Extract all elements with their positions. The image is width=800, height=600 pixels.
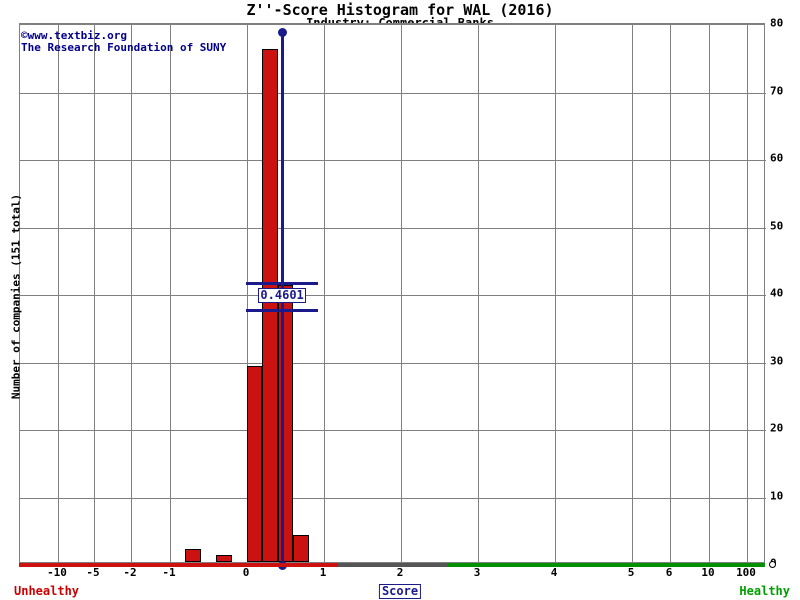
marker-dot-top bbox=[278, 27, 288, 37]
histogram-bar bbox=[277, 285, 294, 562]
y-axis-tick-label: 60 bbox=[770, 151, 784, 165]
x-axis-tick-label: 2 bbox=[396, 566, 404, 579]
score-axis-label: Score bbox=[378, 584, 422, 599]
histogram-bar bbox=[216, 555, 232, 562]
y-gridline bbox=[20, 227, 766, 229]
marker-value-label: 0.4601 bbox=[258, 288, 306, 303]
x-axis-tick-label: 5 bbox=[627, 566, 635, 579]
y-gridline bbox=[20, 362, 766, 364]
y-axis-label: Number of companies (151 total) bbox=[9, 193, 23, 400]
health-strip-healthy bbox=[447, 563, 765, 567]
axis-end-marker bbox=[769, 561, 776, 568]
y-axis-tick-label: 80 bbox=[770, 16, 784, 30]
x-axis-tick-label: 3 bbox=[473, 566, 481, 579]
healthy-label: Healthy bbox=[739, 584, 790, 598]
health-strip-neutral bbox=[338, 563, 447, 567]
y-gridline bbox=[20, 430, 766, 431]
y-gridline bbox=[20, 295, 766, 296]
y-gridline bbox=[20, 497, 766, 499]
y-gridline bbox=[20, 92, 766, 94]
histogram-bar bbox=[262, 49, 278, 562]
x-axis-tick-label: 1 bbox=[319, 566, 327, 579]
x-axis-tick-label: -10 bbox=[47, 566, 67, 579]
y-axis-tick-label: 30 bbox=[770, 354, 784, 367]
y-gridline bbox=[20, 160, 766, 161]
y-axis-tick-label: 50 bbox=[770, 219, 784, 232]
watermark-org: The Research Foundation of SUNY bbox=[21, 41, 227, 54]
x-axis-tick-label: 4 bbox=[550, 566, 558, 579]
histogram-bar bbox=[293, 535, 309, 562]
watermark-site: ©www.textbiz.org bbox=[21, 29, 127, 42]
x-axis-tick-label: -1 bbox=[162, 566, 176, 579]
marker-whisker-low bbox=[246, 308, 319, 312]
x-axis-tick-label: 100 bbox=[736, 566, 756, 579]
plot-area: 0.4601 bbox=[19, 23, 766, 570]
histogram-bar bbox=[185, 548, 201, 562]
x-axis-tick-label: -5 bbox=[86, 566, 100, 579]
chart-title: Z''-Score Histogram for WAL (2016) bbox=[246, 1, 554, 19]
marker-whisker-high bbox=[246, 281, 319, 285]
x-axis-tick-label: 6 bbox=[665, 566, 673, 579]
x-axis-tick-label: 10 bbox=[701, 566, 715, 579]
unhealthy-label: Unhealthy bbox=[14, 584, 80, 598]
y-axis-tick-label: 40 bbox=[770, 286, 784, 300]
x-axis-tick-label: 0 bbox=[242, 566, 250, 579]
y-axis-tick-label: 20 bbox=[770, 421, 784, 435]
health-strip-unhealthy bbox=[19, 563, 338, 567]
histogram-bar bbox=[247, 366, 263, 562]
y-axis-tick-label: 70 bbox=[770, 84, 784, 97]
y-axis-tick-label: 10 bbox=[770, 489, 784, 502]
x-axis-tick-label: -2 bbox=[123, 566, 137, 579]
